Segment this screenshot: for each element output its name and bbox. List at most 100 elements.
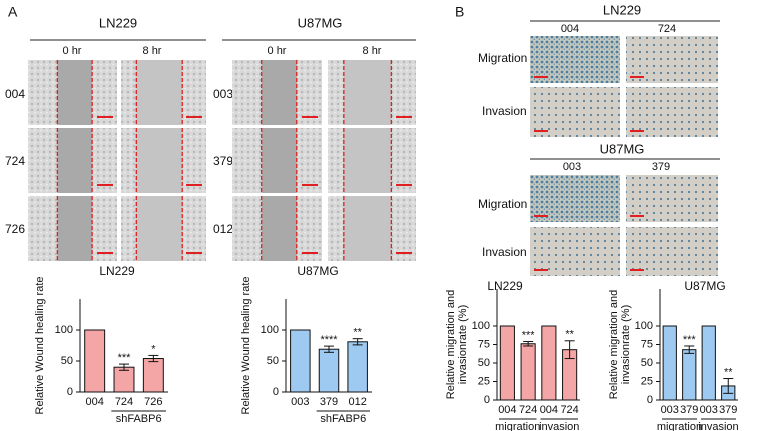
column-label: 724 <box>658 23 676 35</box>
panel-label: A <box>8 4 18 20</box>
x-tick-label: 724 <box>519 404 537 416</box>
y-tick-label: 0 <box>484 394 490 406</box>
error-bar <box>324 345 334 353</box>
micrograph <box>626 227 718 276</box>
bar <box>499 325 515 401</box>
micrograph <box>530 175 620 222</box>
micrograph-grid <box>530 36 718 276</box>
wound-gap <box>261 128 297 193</box>
significance: *** <box>522 329 536 341</box>
x-tick-label: 379 <box>680 404 698 416</box>
bar <box>541 325 557 401</box>
error-bar <box>148 354 159 363</box>
group-label: invasion <box>698 421 738 431</box>
row-label: Migration <box>478 51 527 65</box>
y-axis-label: invasionrate (%) <box>620 305 632 384</box>
column-label: 004 <box>561 23 579 35</box>
y-tick-label: 75 <box>641 338 653 350</box>
y-tick-label: 50 <box>61 355 73 367</box>
y-tick-label: 0 <box>647 394 653 406</box>
column-label: 379 <box>652 161 670 173</box>
x-tick-label: 003 <box>700 404 718 416</box>
wound-gap <box>136 128 183 193</box>
significance: ** <box>724 366 733 378</box>
micrograph <box>626 36 718 83</box>
significance: ** <box>565 329 574 341</box>
y-tick-label: 100 <box>472 320 490 332</box>
y-axis-label: invasionrate (%) <box>457 305 469 384</box>
bar <box>113 366 135 393</box>
bar <box>347 341 368 393</box>
y-tick-label: 100 <box>55 324 73 336</box>
wound-gap <box>343 196 392 261</box>
y-tick-label: 50 <box>267 355 279 367</box>
x-tick-label: 379 <box>719 404 737 416</box>
wound-gap <box>343 60 392 125</box>
timepoint: 8 hr <box>143 45 162 57</box>
group-label: invasion <box>539 421 579 431</box>
x-tick-label: 724 <box>560 404 578 416</box>
micrograph <box>626 175 718 222</box>
row-label: 004 <box>5 87 25 101</box>
x-tick-label: 004 <box>85 396 103 408</box>
bar <box>682 349 697 401</box>
micrograph <box>530 36 620 83</box>
x-tick-label: 379 <box>320 396 338 408</box>
micrograph <box>626 87 718 137</box>
wound-gap <box>136 196 183 261</box>
x-tick-label: 012 <box>348 396 366 408</box>
row-label: 726 <box>5 222 25 236</box>
chart-title: U87MG <box>297 264 338 278</box>
chart-title: LN229 <box>487 279 523 293</box>
x-tick-label: 724 <box>115 396 133 408</box>
y-tick-label: 100 <box>635 320 653 332</box>
group-label: shFABP6 <box>320 413 366 425</box>
y-axis-label: Relative Wound healing rate <box>240 277 252 415</box>
significance: ** <box>353 327 362 339</box>
bar <box>318 348 340 393</box>
wound-gap <box>343 128 392 193</box>
y-tick-label: 50 <box>641 357 653 369</box>
panel-label: B <box>455 4 464 20</box>
y-axis-label: Relative migration and <box>608 290 620 399</box>
timepoint: 0 hr <box>268 45 287 57</box>
x-tick-label: 004 <box>540 404 558 416</box>
row-label: 003 <box>213 87 233 101</box>
chart-title: LN229 <box>99 264 135 278</box>
x-tick-label: 004 <box>498 404 516 416</box>
bar <box>701 325 716 401</box>
wound-gap <box>136 60 183 125</box>
significance: *** <box>683 334 697 346</box>
y-tick-label: 0 <box>273 386 279 398</box>
group-label: migration <box>495 421 540 431</box>
row-label: 012 <box>213 222 233 236</box>
timepoint: 0 hr <box>63 45 82 57</box>
wound-gap <box>57 128 93 193</box>
error-bar <box>352 338 363 346</box>
bar <box>84 329 106 393</box>
bar <box>520 343 536 401</box>
y-axis-label: Relative Wound healing rate <box>34 277 46 415</box>
wound-gap <box>261 196 297 261</box>
cell-line-header: LN229 <box>603 2 641 17</box>
bar <box>142 358 164 393</box>
error-bar <box>523 341 534 347</box>
y-tick-label: 100 <box>261 324 279 336</box>
wound-gap <box>57 60 93 125</box>
error-bar <box>684 345 695 354</box>
micrograph-grid <box>28 60 416 261</box>
y-axis-label: Relative migration and <box>445 290 457 399</box>
bar <box>290 329 311 393</box>
y-tick-label: 0 <box>67 386 73 398</box>
column-label: 003 <box>563 161 581 173</box>
x-tick-label: 726 <box>144 396 162 408</box>
y-tick-label: 50 <box>478 357 490 369</box>
timepoint: 8 hr <box>363 45 382 57</box>
row-label: 379 <box>213 154 233 168</box>
cell-line-header: U87MG <box>600 141 645 156</box>
y-tick-label: 25 <box>478 375 490 387</box>
row-label: 724 <box>5 154 25 168</box>
micrograph <box>530 227 620 276</box>
y-tick-label: 75 <box>478 338 490 350</box>
